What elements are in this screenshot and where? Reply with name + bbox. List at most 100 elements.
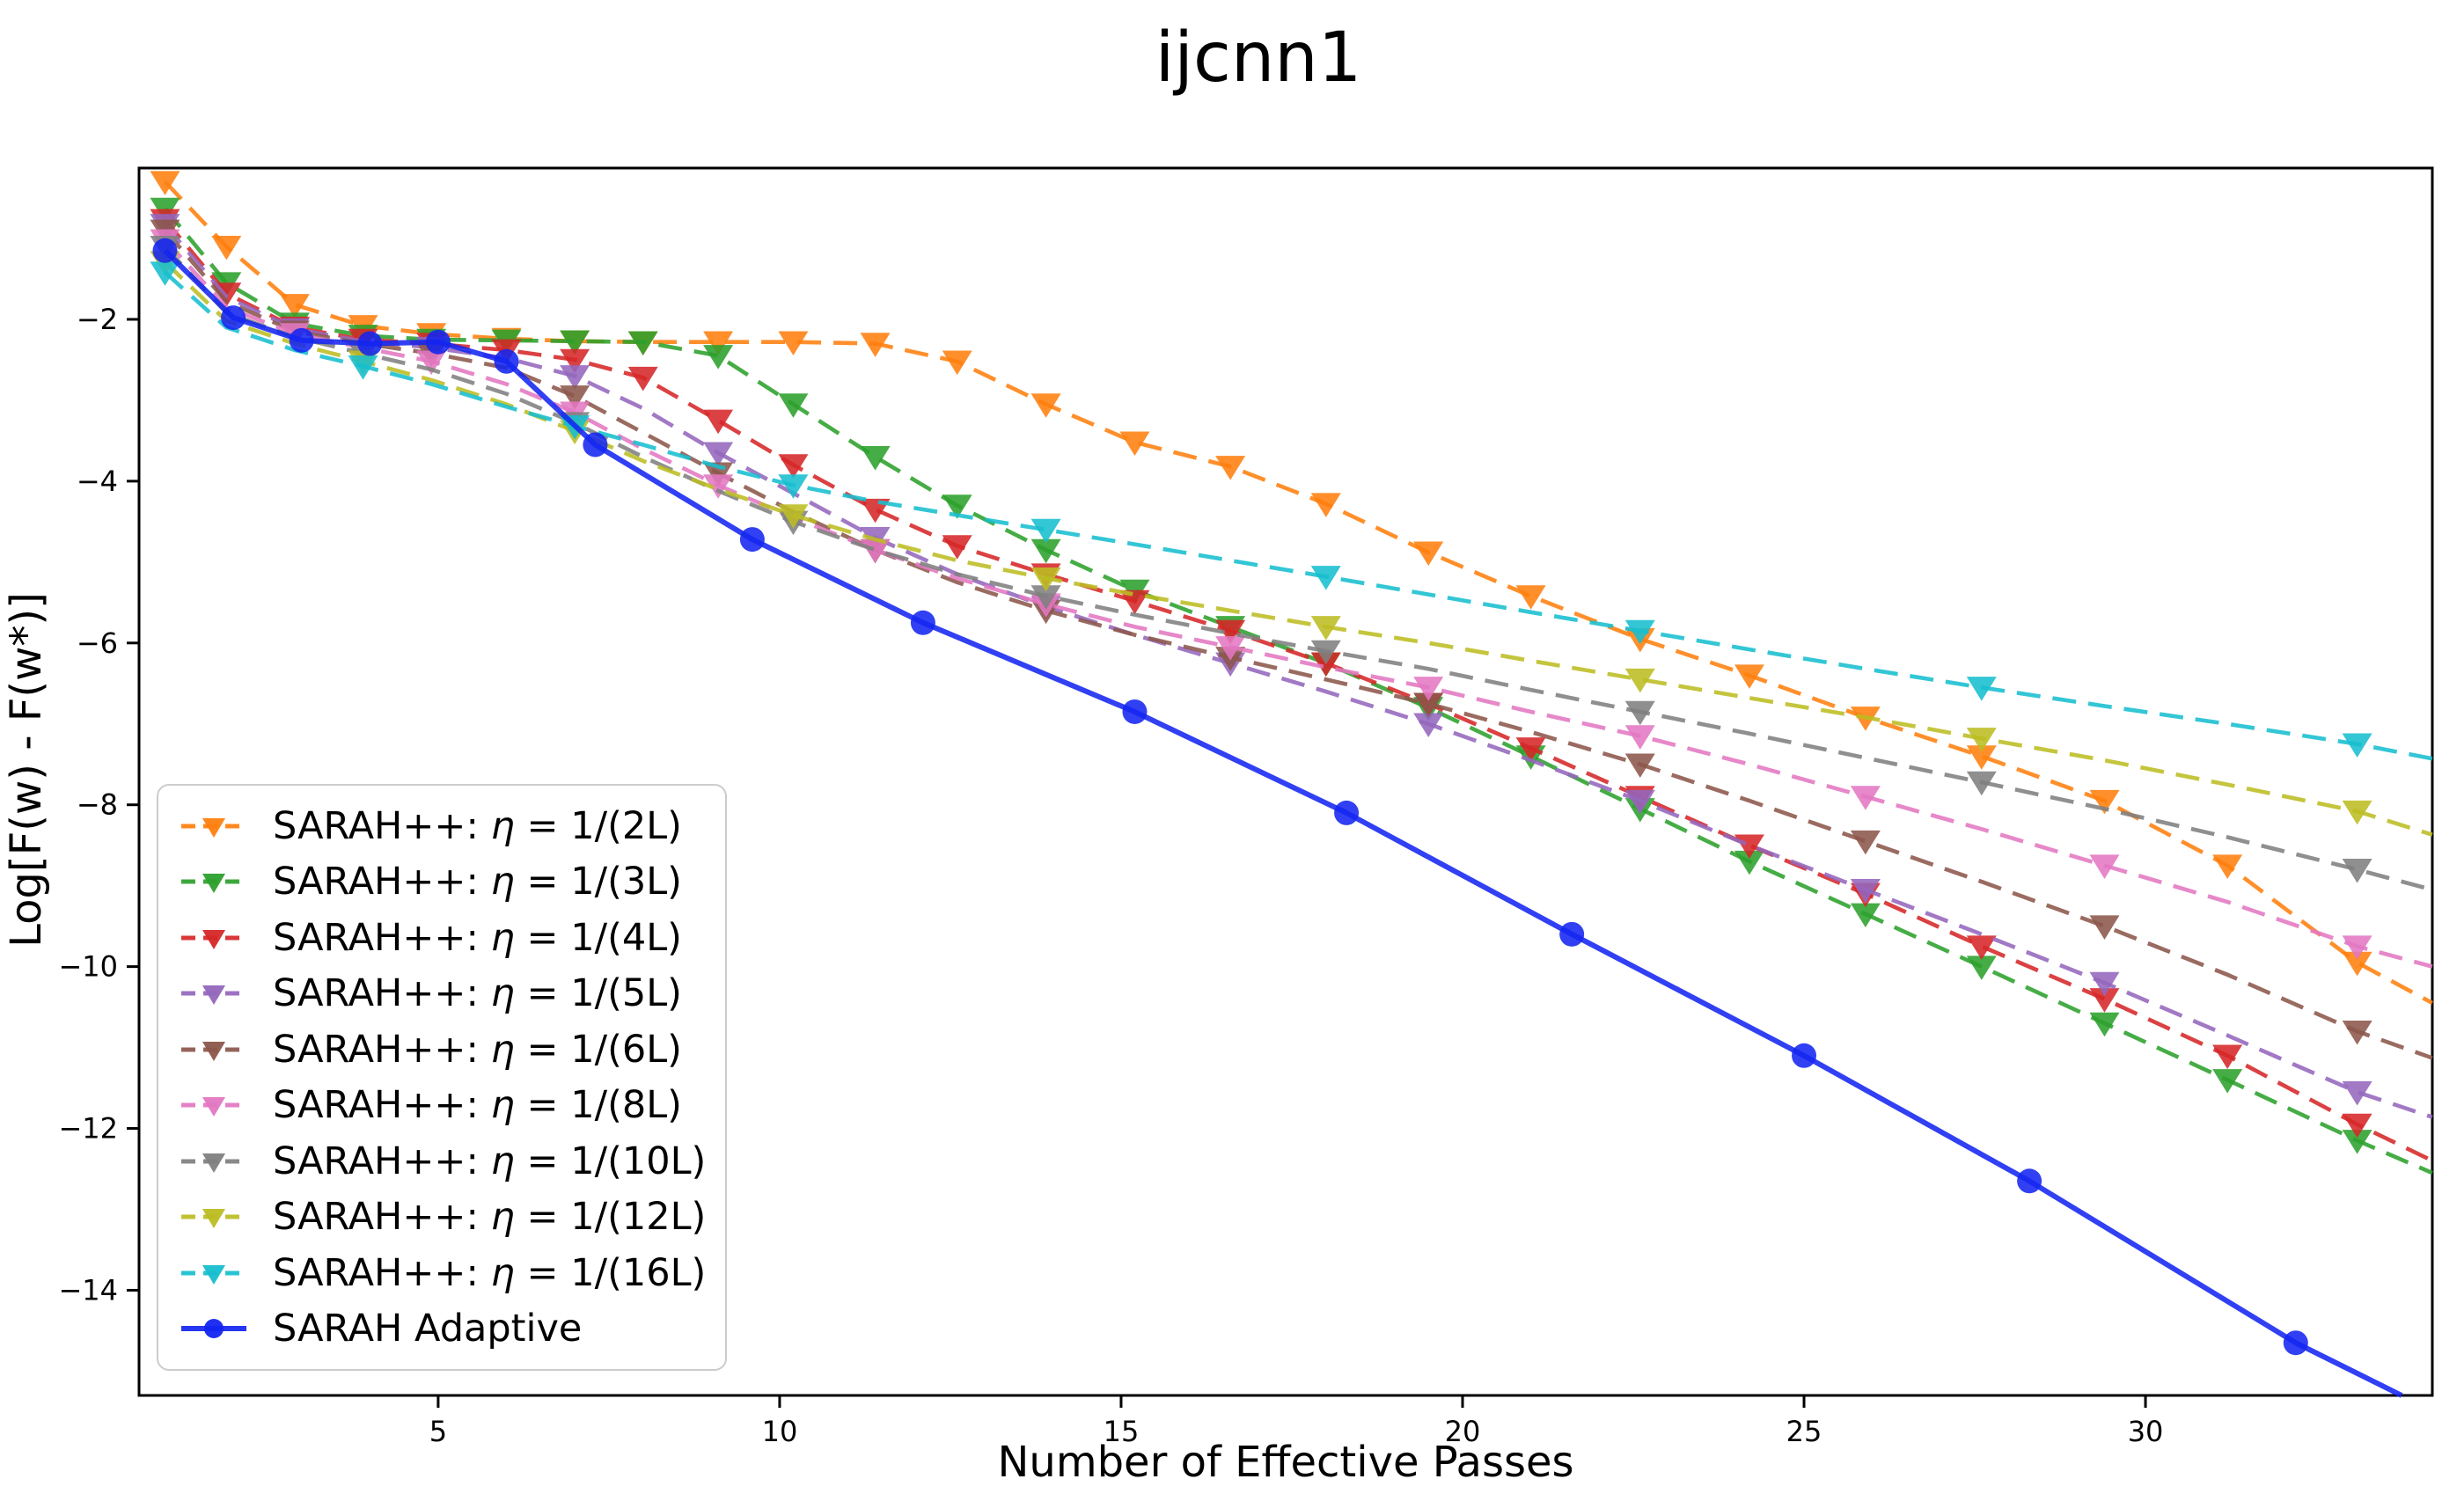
x-tick-label: 15 xyxy=(1104,1415,1140,1448)
triangle-down-marker xyxy=(2342,1130,2372,1154)
triangle-down-marker xyxy=(1413,713,1444,738)
triangle-down-marker xyxy=(2089,854,2120,879)
circle-marker xyxy=(1792,1043,1817,1068)
triangle-down-marker xyxy=(1119,589,1150,615)
circle-marker xyxy=(910,610,935,635)
series-line-9 xyxy=(163,270,2433,761)
triangle-down-marker xyxy=(703,409,734,435)
triangle-down-marker xyxy=(2342,951,2372,977)
series-layer xyxy=(150,171,2434,1398)
x-tick-label: 30 xyxy=(2128,1415,2164,1448)
y-tick-label: −6 xyxy=(77,626,118,660)
triangle-down-marker xyxy=(1624,753,1655,779)
legend-item-label: SARAH++: η = 1/(4L) xyxy=(273,915,682,960)
triangle-down-marker xyxy=(2342,800,2372,825)
triangle-down-marker xyxy=(1850,830,1881,855)
triangle-down-marker xyxy=(1413,541,1444,567)
triangle-down-marker xyxy=(1215,456,1246,480)
legend-item-6: SARAH++: η = 1/(8L) xyxy=(167,1078,716,1132)
x-tick-label: 20 xyxy=(1445,1415,1481,1448)
triangle-down-marker xyxy=(2212,1069,2243,1094)
triangle-down-marker xyxy=(560,365,590,390)
legend-item-label: SARAH++: η = 1/(16L) xyxy=(273,1250,707,1295)
triangle-down-marker xyxy=(1310,493,1341,517)
legend-item-label: SARAH Adaptive xyxy=(273,1307,583,1351)
legend-line-triangle-sample xyxy=(181,817,246,838)
circle-marker xyxy=(1122,699,1148,724)
triangle-down-marker xyxy=(2342,733,2372,758)
triangle-down-marker xyxy=(942,350,972,376)
y-tick-label: −2 xyxy=(77,303,118,336)
plot-border xyxy=(137,166,2434,1397)
triangle-down-marker xyxy=(1515,585,1546,610)
legend-item-label: SARAH++: η = 1/(2L) xyxy=(273,803,682,848)
legend-item-5: SARAH++: η = 1/(6L) xyxy=(167,1022,716,1077)
triangle-down-marker xyxy=(860,538,891,564)
triangle-down-marker xyxy=(560,330,590,355)
legend-line-triangle-sample xyxy=(181,1041,246,1061)
triangle-down-marker xyxy=(2342,935,2372,960)
y-axis-label: Log[F(w) - F(w*)] xyxy=(2,592,51,948)
triangle-down-marker xyxy=(778,393,809,418)
triangle-down-marker xyxy=(703,474,734,499)
triangle-down-marker xyxy=(1119,431,1150,457)
x-tick-label: 5 xyxy=(429,1415,447,1448)
triangle-down-marker xyxy=(2089,789,2120,815)
triangle-down-marker xyxy=(1413,677,1444,701)
triangle-down-marker xyxy=(1850,903,1881,928)
triangle-down-marker xyxy=(703,345,734,370)
legend-item-3: SARAH++: η = 1/(4L) xyxy=(167,911,716,965)
triangle-down-marker xyxy=(1413,692,1444,718)
circle-marker xyxy=(2017,1168,2042,1194)
triangle-down-marker xyxy=(1215,636,1246,661)
circle-marker xyxy=(494,348,519,374)
tick-layer: 5 10 15 20 25 30 −2 −4 −6 −8 −10 −12 −14 xyxy=(58,303,2163,1448)
triangle-down-marker xyxy=(2089,971,2120,997)
legend-line-triangle-sample xyxy=(181,874,246,894)
triangle-down-marker xyxy=(942,494,972,519)
triangle-down-marker xyxy=(778,504,809,529)
triangle-down-marker xyxy=(1030,393,1061,418)
legend-line-triangle-sample xyxy=(181,1097,246,1117)
series-markers-9 xyxy=(150,261,2372,758)
triangle-down-marker xyxy=(1310,640,1341,665)
triangle-down-marker xyxy=(1966,771,1997,796)
triangle-down-marker xyxy=(2342,859,2372,883)
triangle-down-marker xyxy=(2342,1080,2372,1106)
triangle-down-marker xyxy=(627,366,658,392)
series-line-8 xyxy=(163,260,2433,837)
triangle-down-marker xyxy=(1310,616,1341,641)
circle-marker xyxy=(152,238,178,263)
triangle-down-marker xyxy=(2089,915,2120,940)
triangle-down-marker xyxy=(560,348,590,374)
triangle-down-marker xyxy=(1624,668,1655,693)
series-line-6 xyxy=(163,238,2433,969)
circle-marker xyxy=(357,331,383,356)
triangle-down-marker xyxy=(1734,664,1764,689)
triangle-down-marker xyxy=(1966,728,1997,752)
y-tick-label: −12 xyxy=(58,1112,118,1146)
legend-item-8: SARAH++: η = 1/(12L) xyxy=(167,1190,716,1244)
y-tick-label: −8 xyxy=(77,788,118,822)
triangle-down-marker xyxy=(1624,789,1655,815)
triangle-down-marker xyxy=(860,498,891,524)
triangle-down-marker xyxy=(860,333,891,357)
triangle-down-marker xyxy=(211,235,242,260)
legend-item-label: SARAH++: η = 1/(6L) xyxy=(273,1027,682,1072)
series-line-7 xyxy=(163,245,2433,892)
triangle-down-marker xyxy=(279,294,310,319)
triangle-down-marker xyxy=(1030,567,1061,592)
legend-item-label: SARAH++: η = 1/(5L) xyxy=(273,971,682,1016)
triangle-down-marker xyxy=(1215,619,1246,645)
legend-line-triangle-sample xyxy=(181,929,246,949)
triangle-down-marker xyxy=(627,331,658,356)
triangle-down-marker xyxy=(1966,677,1997,701)
triangle-down-marker xyxy=(703,331,734,356)
triangle-down-marker xyxy=(560,385,590,410)
triangle-down-marker xyxy=(1966,745,1997,770)
circle-marker xyxy=(289,327,314,353)
chart-title: ijcnn1 xyxy=(1155,18,1362,98)
y-tick-label: −10 xyxy=(58,950,118,984)
